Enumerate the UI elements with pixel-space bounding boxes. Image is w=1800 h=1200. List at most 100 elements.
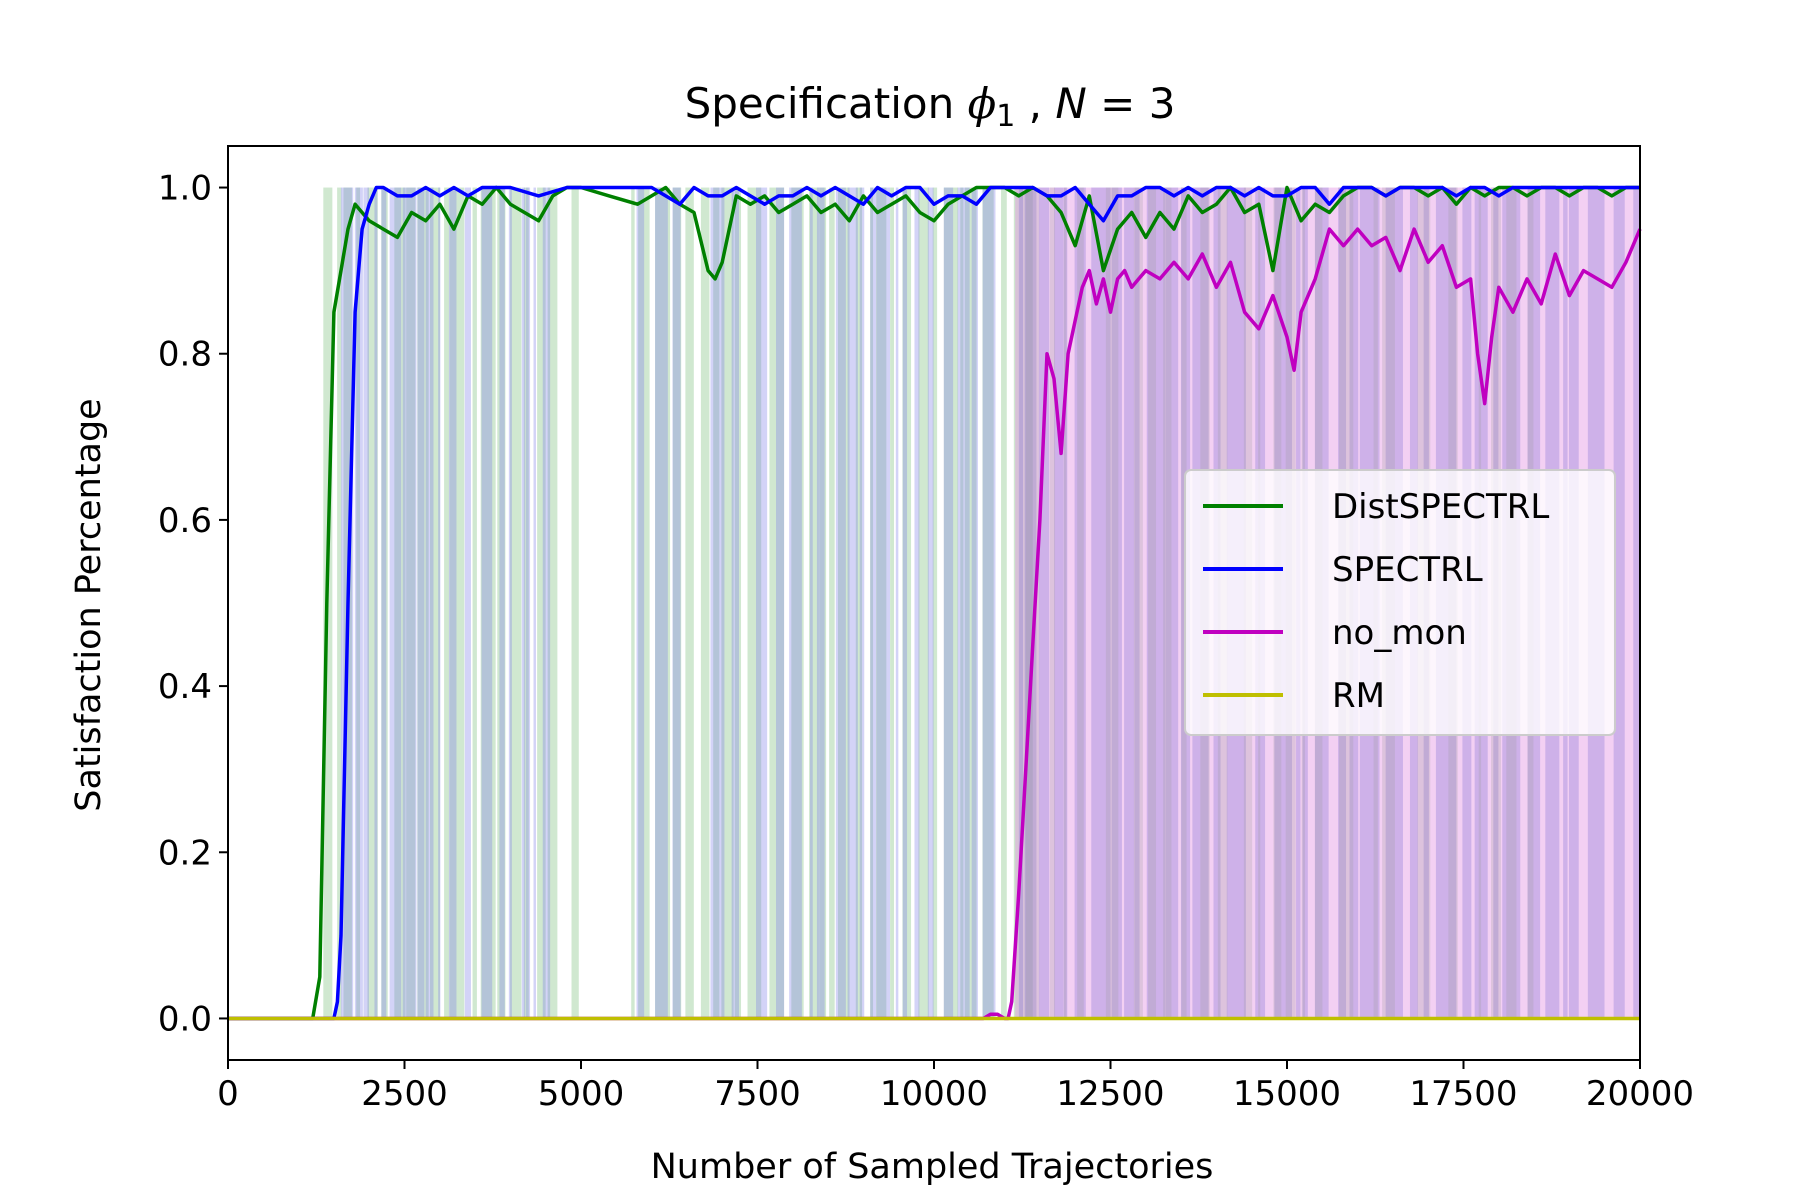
band-green	[982, 187, 994, 1019]
band-blue	[943, 187, 954, 1019]
band-grey	[1163, 187, 1172, 1019]
x-tick-label: 0	[217, 1074, 239, 1114]
band-green	[381, 187, 388, 1019]
band-blue	[448, 187, 457, 1019]
band-blue	[499, 187, 505, 1019]
x-tick-label: 12500	[1056, 1074, 1164, 1114]
band-blue	[835, 187, 846, 1019]
band-blue	[481, 187, 493, 1019]
band-blue	[775, 187, 785, 1019]
band-violet	[1165, 187, 1179, 1019]
band-green	[747, 187, 762, 1019]
x-tick-label: 17500	[1409, 1074, 1517, 1114]
y-tick-label: 0.4	[158, 667, 212, 707]
band-grey	[1105, 187, 1119, 1019]
x-tick-label: 15000	[1233, 1074, 1341, 1114]
y-tick-label: 0.8	[158, 335, 212, 375]
band-green	[932, 187, 938, 1019]
band-green	[876, 187, 887, 1019]
band-blue	[636, 187, 645, 1019]
band-green	[510, 187, 522, 1019]
band-blue	[731, 187, 740, 1019]
band-green	[964, 187, 977, 1019]
band-blue	[521, 187, 525, 1019]
legend-label: RM	[1332, 676, 1385, 716]
band-violet	[1018, 187, 1024, 1019]
band-violet	[1024, 187, 1037, 1019]
band-blue	[957, 187, 970, 1019]
x-axis-ticks: 0 2500 5000 7500 10000 12500 15000 17500 20000	[217, 1060, 1694, 1114]
band-blue	[655, 187, 668, 1019]
band-grey	[1063, 187, 1067, 1019]
band-green	[537, 187, 546, 1019]
band-grey	[1077, 187, 1084, 1019]
x-tick-label: 5000	[538, 1074, 625, 1114]
band-green	[721, 187, 734, 1019]
band-violet	[1633, 187, 1640, 1019]
band-green	[819, 187, 827, 1019]
band-green	[406, 187, 416, 1019]
legend-box	[1184, 469, 1616, 736]
band-green	[902, 187, 912, 1019]
band-blue	[971, 187, 978, 1019]
band-blue	[438, 187, 441, 1019]
band-green	[356, 187, 361, 1019]
band-violet	[1613, 187, 1625, 1019]
legend-label: SPECTRL	[1332, 550, 1483, 590]
band-green	[960, 187, 964, 1019]
band-blue	[425, 187, 434, 1019]
x-tick-label: 10000	[880, 1074, 988, 1114]
band-blue	[927, 187, 934, 1019]
band-green	[1023, 187, 1033, 1019]
band-green	[449, 187, 465, 1019]
band-grey	[1133, 187, 1143, 1019]
band-blue	[710, 187, 725, 1019]
band-green	[918, 187, 929, 1019]
x-tick-label: 2500	[361, 1074, 448, 1114]
band-green	[1013, 187, 1019, 1019]
band-blue	[374, 187, 378, 1019]
band-blue	[363, 187, 369, 1019]
band-green	[430, 187, 440, 1019]
series-line-spectrl	[228, 185, 1640, 1021]
band-green	[713, 187, 720, 1019]
band-green	[472, 187, 477, 1019]
band-blue	[847, 187, 858, 1019]
band-blue	[982, 187, 996, 1019]
band-blue	[525, 187, 531, 1019]
y-tick-label: 1.0	[158, 169, 212, 209]
band-green	[367, 187, 378, 1019]
y-tick-label: 0.2	[158, 833, 212, 873]
band-grey	[1148, 187, 1157, 1019]
band-green	[685, 187, 694, 1019]
band-blue	[464, 187, 471, 1019]
band-green	[523, 187, 529, 1019]
band-grey	[1025, 187, 1040, 1019]
band-blue	[402, 187, 407, 1019]
band-green	[734, 187, 742, 1019]
band-blue	[876, 187, 890, 1019]
band-green	[417, 187, 429, 1019]
y-axis-ticks: 0.0 0.2 0.4 0.6 0.8 1.0	[158, 169, 228, 1039]
band-green	[791, 187, 804, 1019]
band-violet	[1124, 187, 1135, 1019]
band-blue	[870, 187, 877, 1019]
band-green	[672, 187, 682, 1019]
band-green	[829, 187, 835, 1019]
band-green	[631, 187, 635, 1019]
band-green	[870, 187, 874, 1019]
band-green	[547, 187, 558, 1019]
band-green	[809, 187, 819, 1019]
band-green	[480, 187, 496, 1019]
band-blue	[508, 187, 512, 1019]
band-grey	[1049, 187, 1056, 1019]
band-blue	[354, 187, 363, 1019]
band-blue	[417, 187, 425, 1019]
band-green	[497, 187, 506, 1019]
band-blue	[914, 187, 920, 1019]
band-violet	[1111, 187, 1122, 1019]
legend-label: DistSPECTRL	[1332, 487, 1549, 527]
y-tick-label: 0.6	[158, 501, 212, 541]
band-blue	[533, 187, 536, 1019]
